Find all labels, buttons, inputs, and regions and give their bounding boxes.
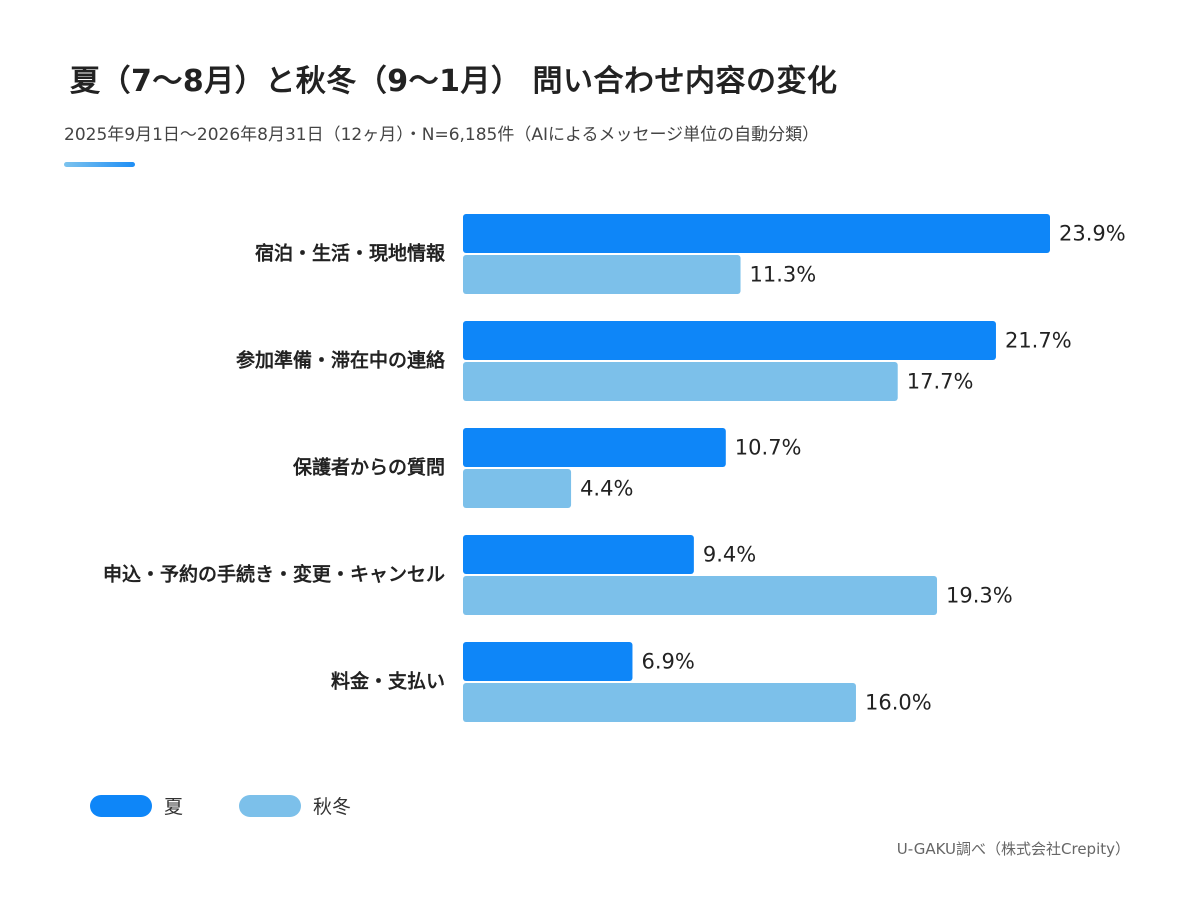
- bar-chart: 宿泊・生活・現地情報 23.9% 11.3% 参加準備・滞在中の連絡 21.7% 17.7…: [103, 214, 1126, 722]
- category-label: 料金・支払い: [331, 670, 445, 693]
- source-note: U-GAKU調べ（株式会社Crepity）: [896, 840, 1130, 858]
- bar-summer: [463, 428, 726, 467]
- chart-subtitle: 2025年9月1日〜2026年8月31日（12ヶ月）・N=6,185件（AIによ…: [64, 125, 820, 145]
- legend-swatch-autumn-winter: [239, 794, 302, 817]
- title-accent-line: [64, 162, 135, 167]
- value-label-autumn-winter: 11.3%: [750, 263, 817, 287]
- bar-autumn-winter: [463, 362, 898, 401]
- value-label-summer: 23.9%: [1059, 222, 1126, 246]
- category-label: 申込・予約の手続き・変更・キャンセル: [103, 563, 445, 586]
- legend-swatch-summer: [90, 794, 152, 817]
- bar-summer: [463, 535, 694, 574]
- category-label: 保護者からの質問: [292, 456, 445, 479]
- legend: 夏 秋冬: [90, 792, 407, 819]
- bar-summer: [463, 214, 1050, 253]
- value-label-autumn-winter: 17.7%: [907, 370, 974, 394]
- chart-title: 夏（7〜8月）と秋冬（9〜1月） 問い合わせ内容の変化: [70, 64, 838, 99]
- bar-autumn-winter: [463, 255, 741, 294]
- bar-autumn-winter: [463, 576, 938, 615]
- bar-autumn-winter: [463, 683, 856, 722]
- legend-label-autumn-winter: 秋冬: [313, 796, 352, 818]
- bar-autumn-winter: [463, 469, 572, 508]
- bar-summer: [463, 642, 633, 681]
- bar-summer: [463, 321, 996, 360]
- legend-item-autumn-winter: 秋冬: [239, 792, 351, 819]
- value-label-autumn-winter: 4.4%: [580, 477, 633, 501]
- legend-item-summer: 夏: [90, 792, 183, 819]
- value-label-autumn-winter: 16.0%: [865, 691, 932, 715]
- value-label-summer: 9.4%: [703, 543, 756, 567]
- value-label-autumn-winter: 19.3%: [946, 584, 1013, 608]
- value-label-summer: 6.9%: [641, 650, 694, 674]
- legend-label-summer: 夏: [164, 796, 184, 818]
- value-label-summer: 21.7%: [1005, 329, 1072, 353]
- category-label: 参加準備・滞在中の連絡: [236, 349, 446, 372]
- value-label-summer: 10.7%: [735, 436, 802, 460]
- category-label: 宿泊・生活・現地情報: [255, 242, 446, 265]
